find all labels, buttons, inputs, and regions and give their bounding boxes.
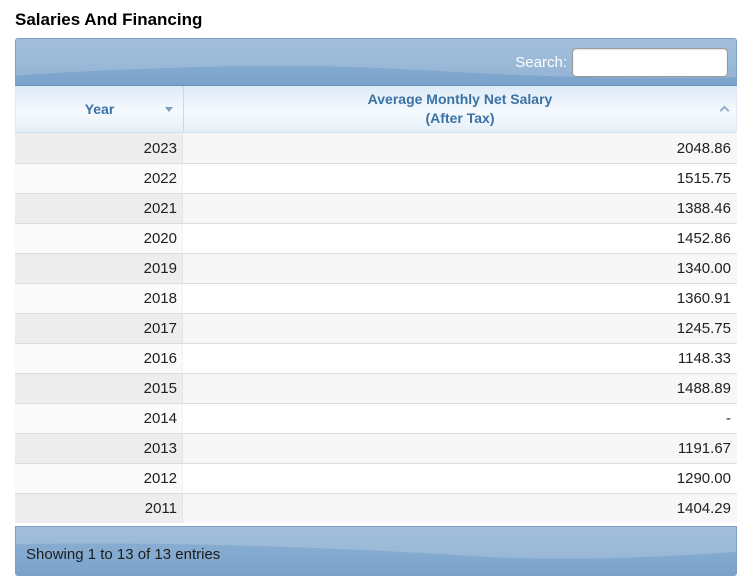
entries-status: Showing 1 to 13 of 13 entries xyxy=(26,545,221,563)
column-header-year[interactable]: Year xyxy=(16,86,184,132)
table-row: 2022 1515.75 xyxy=(15,163,737,193)
salary-cell: 1245.75 xyxy=(183,314,737,343)
salary-cell: 2048.86 xyxy=(183,133,737,163)
table-body: 2023 2048.86 2022 1515.75 2021 1388.46 2… xyxy=(15,133,737,523)
table-row: 2020 1452.86 xyxy=(15,223,737,253)
year-cell: 2021 xyxy=(15,194,183,223)
table-row: 2018 1360.91 xyxy=(15,283,737,313)
column-header-salary-line1: Average Monthly Net Salary xyxy=(367,91,553,107)
table-row: 2016 1148.33 xyxy=(15,343,737,373)
salary-cell: 1404.29 xyxy=(183,494,737,523)
year-cell: 2016 xyxy=(15,344,183,373)
salary-cell: - xyxy=(183,404,737,433)
salary-cell: 1290.00 xyxy=(183,464,737,493)
salary-cell: 1452.86 xyxy=(183,224,737,253)
year-cell: 2019 xyxy=(15,254,183,283)
salary-cell: 1148.33 xyxy=(183,344,737,373)
table-row: 2019 1340.00 xyxy=(15,253,737,283)
table-row: 2012 1290.00 xyxy=(15,463,737,493)
sort-descending-icon xyxy=(165,107,173,112)
column-header-salary[interactable]: Average Monthly Net Salary (After Tax) xyxy=(184,86,736,132)
datatable-widget: Search: Year Average Monthly Net Salary … xyxy=(15,38,737,576)
table-row: 2013 1191.67 xyxy=(15,433,737,463)
wave-decoration xyxy=(16,39,736,78)
table-row: 2011 1404.29 xyxy=(15,493,737,523)
salary-cell: 1488.89 xyxy=(183,374,737,403)
year-cell: 2014 xyxy=(15,404,183,433)
table-row: 2023 2048.86 xyxy=(15,133,737,163)
salary-cell: 1340.00 xyxy=(183,254,737,283)
table-row: 2015 1488.89 xyxy=(15,373,737,403)
salary-cell: 1191.67 xyxy=(183,434,737,463)
year-cell: 2022 xyxy=(15,164,183,193)
table-row: 2021 1388.46 xyxy=(15,193,737,223)
table-row: 2017 1245.75 xyxy=(15,313,737,343)
year-cell: 2012 xyxy=(15,464,183,493)
year-cell: 2017 xyxy=(15,314,183,343)
year-cell: 2015 xyxy=(15,374,183,403)
salary-cell: 1360.91 xyxy=(183,284,737,313)
year-cell: 2023 xyxy=(15,133,183,163)
wave-decoration xyxy=(16,527,736,559)
column-header-year-label: Year xyxy=(84,101,115,117)
salary-cell: 1515.75 xyxy=(183,164,737,193)
search-toolbar: Search: xyxy=(15,38,737,86)
table-row: 2014 - xyxy=(15,403,737,433)
year-cell: 2013 xyxy=(15,434,183,463)
chevron-up-icon xyxy=(719,105,730,116)
year-cell: 2020 xyxy=(15,224,183,253)
search-input[interactable] xyxy=(572,47,728,77)
year-cell: 2018 xyxy=(15,284,183,313)
page-title: Salaries And Financing xyxy=(15,10,203,29)
year-cell: 2011 xyxy=(15,494,183,523)
salary-cell: 1388.46 xyxy=(183,194,737,223)
column-header-salary-line2: (After Tax) xyxy=(425,110,495,126)
search-label: Search: xyxy=(515,53,567,71)
table-footer: Showing 1 to 13 of 13 entries xyxy=(15,526,737,576)
table-header: Year Average Monthly Net Salary (After T… xyxy=(15,86,737,133)
